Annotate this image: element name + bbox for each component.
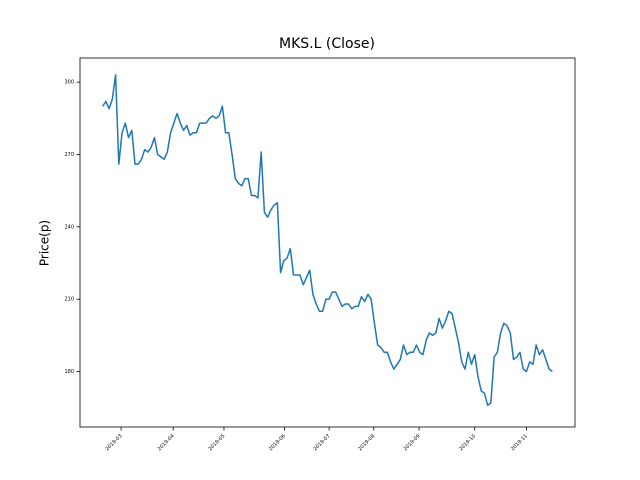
y-tick-label: 270 [64, 152, 74, 158]
x-tick-label: 2019-06 [268, 433, 287, 452]
y-tick-label: 240 [64, 224, 74, 230]
y-tick-label: 180 [64, 369, 74, 375]
x-tick-label: 2019-07 [313, 433, 332, 452]
chart-title: MKS.L (Close) [279, 36, 375, 52]
x-tick-label: 2019-04 [157, 433, 176, 452]
x-tick-label: 2019-09 [403, 433, 422, 452]
y-axis-label: Price(p) [38, 220, 52, 266]
x-tick-label: 2019-03 [105, 433, 124, 452]
x-tick-label: 2019-10 [458, 433, 477, 452]
y-tick-label: 210 [64, 297, 74, 303]
plot-frame [79, 57, 576, 428]
price-line [102, 74, 553, 407]
x-tick-label: 2019-11 [510, 433, 529, 452]
x-tick-label: 2019-05 [207, 433, 226, 452]
y-tick-label: 300 [64, 80, 74, 86]
x-tick-label: 2019-08 [357, 433, 376, 452]
